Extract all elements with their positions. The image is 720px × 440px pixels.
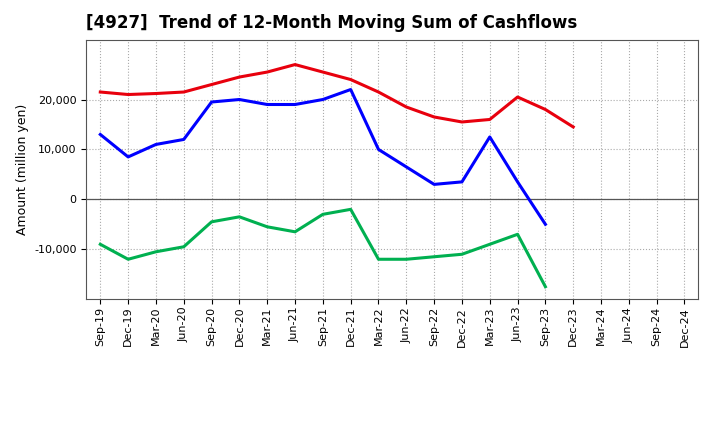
Line: Free Cashflow: Free Cashflow [100, 89, 546, 224]
Free Cashflow [179, 137, 188, 142]
Free Cashflow [346, 87, 355, 92]
Investing Cashflow [346, 207, 355, 212]
Investing Cashflow [485, 242, 494, 247]
Operating Cashflow [318, 70, 327, 75]
Operating Cashflow [513, 94, 522, 99]
Free Cashflow [291, 102, 300, 107]
Investing Cashflow [318, 212, 327, 217]
Investing Cashflow [513, 231, 522, 237]
Operating Cashflow [263, 70, 271, 75]
Free Cashflow [374, 147, 383, 152]
Operating Cashflow [374, 89, 383, 95]
Investing Cashflow [152, 249, 161, 254]
Operating Cashflow [179, 89, 188, 95]
Free Cashflow [541, 222, 550, 227]
Operating Cashflow [430, 114, 438, 120]
Investing Cashflow [374, 257, 383, 262]
Investing Cashflow [430, 254, 438, 260]
Investing Cashflow [96, 242, 104, 247]
Line: Operating Cashflow: Operating Cashflow [100, 65, 573, 127]
Investing Cashflow [541, 284, 550, 290]
Operating Cashflow [458, 119, 467, 125]
Free Cashflow [96, 132, 104, 137]
Operating Cashflow [402, 104, 410, 110]
Investing Cashflow [207, 219, 216, 224]
Free Cashflow [235, 97, 243, 102]
Operating Cashflow [346, 77, 355, 82]
Free Cashflow [458, 179, 467, 184]
Line: Investing Cashflow: Investing Cashflow [100, 209, 546, 287]
Operating Cashflow [152, 91, 161, 96]
Free Cashflow [402, 164, 410, 169]
Operating Cashflow [569, 125, 577, 130]
Investing Cashflow [458, 252, 467, 257]
Operating Cashflow [541, 107, 550, 112]
Operating Cashflow [124, 92, 132, 97]
Free Cashflow [485, 134, 494, 139]
Investing Cashflow [263, 224, 271, 229]
Investing Cashflow [402, 257, 410, 262]
Free Cashflow [513, 179, 522, 184]
Investing Cashflow [291, 229, 300, 235]
Investing Cashflow [235, 214, 243, 220]
Operating Cashflow [235, 74, 243, 80]
Investing Cashflow [124, 257, 132, 262]
Free Cashflow [318, 97, 327, 102]
Investing Cashflow [179, 244, 188, 249]
Free Cashflow [263, 102, 271, 107]
Operating Cashflow [291, 62, 300, 67]
Operating Cashflow [485, 117, 494, 122]
Operating Cashflow [207, 82, 216, 87]
Text: [4927]  Trend of 12-Month Moving Sum of Cashflows: [4927] Trend of 12-Month Moving Sum of C… [86, 15, 577, 33]
Free Cashflow [430, 182, 438, 187]
Operating Cashflow [96, 89, 104, 95]
Free Cashflow [207, 99, 216, 105]
Y-axis label: Amount (million yen): Amount (million yen) [16, 104, 29, 235]
Free Cashflow [152, 142, 161, 147]
Free Cashflow [124, 154, 132, 160]
